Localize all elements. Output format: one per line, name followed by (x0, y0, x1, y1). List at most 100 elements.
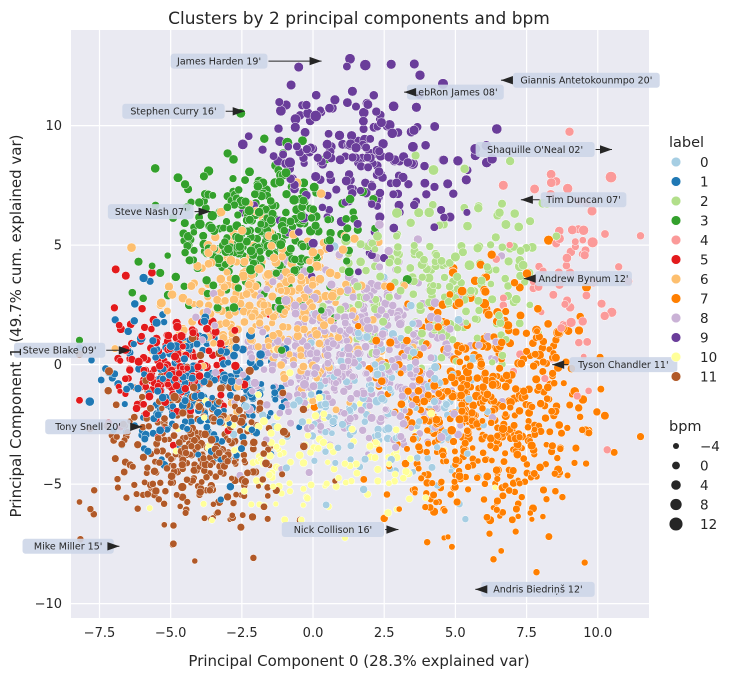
hue-legend-label: 0 (700, 155, 709, 171)
data-point (508, 515, 517, 524)
data-point (449, 437, 458, 446)
data-point (311, 90, 322, 101)
data-point (493, 496, 502, 506)
data-point (231, 343, 241, 352)
data-point (482, 472, 492, 481)
data-point (393, 265, 402, 275)
data-point (230, 414, 239, 423)
data-point (557, 429, 566, 438)
data-point (548, 441, 557, 450)
data-point (235, 377, 243, 386)
data-point (425, 242, 435, 251)
data-point (530, 469, 539, 478)
data-point (259, 133, 270, 144)
data-point (385, 282, 396, 292)
data-point (151, 486, 161, 496)
data-point (259, 416, 269, 426)
data-point (140, 434, 149, 443)
data-point (373, 477, 382, 485)
data-point (133, 490, 141, 498)
data-point (392, 425, 401, 434)
data-point (216, 391, 225, 400)
data-point (415, 301, 425, 311)
hue-legend-label: 9 (700, 331, 709, 347)
data-point (366, 413, 377, 423)
data-point (500, 274, 510, 283)
data-point (148, 261, 157, 270)
data-point (564, 126, 575, 137)
data-point (578, 225, 589, 236)
data-point (486, 441, 495, 450)
data-point (286, 244, 296, 254)
data-point (210, 321, 219, 330)
hue-legend-title: label (669, 135, 704, 151)
data-point (275, 239, 286, 250)
data-point (265, 342, 273, 350)
data-point (154, 410, 163, 419)
data-point (331, 184, 341, 195)
data-point (220, 296, 230, 306)
hue-legend-marker (670, 176, 682, 187)
data-point (444, 533, 452, 541)
data-point (341, 233, 351, 243)
data-point (130, 340, 138, 348)
hue-legend-label: 5 (700, 253, 709, 269)
annotation-label: Tim Duncan 07' (545, 195, 621, 206)
data-point (111, 264, 121, 274)
data-point (247, 353, 256, 362)
x-tick-label: 2.5 (374, 626, 395, 641)
data-point (76, 498, 83, 506)
data-point (297, 272, 305, 281)
data-point (401, 407, 409, 415)
data-point (233, 210, 242, 220)
data-point (391, 177, 402, 188)
data-point (97, 376, 106, 384)
data-point (190, 228, 198, 237)
data-point (429, 182, 440, 192)
data-point (270, 388, 279, 397)
data-point (391, 470, 399, 479)
data-point (501, 382, 511, 392)
data-point (505, 241, 514, 249)
data-point (215, 339, 226, 349)
data-point (85, 396, 95, 407)
data-point (445, 324, 455, 334)
data-point (146, 504, 154, 512)
data-point (137, 304, 147, 313)
data-point (230, 274, 241, 284)
data-point (360, 455, 370, 464)
data-point (390, 409, 398, 417)
data-point (536, 399, 545, 408)
data-point (396, 286, 406, 296)
data-point (463, 354, 471, 362)
data-point (346, 394, 355, 403)
size-legend-marker (672, 461, 680, 470)
data-point (375, 188, 385, 198)
data-point (194, 443, 202, 451)
data-point (338, 351, 346, 358)
data-point (268, 277, 278, 286)
data-point (298, 362, 308, 372)
annotation-label: Tyson Chandler 11' (577, 360, 668, 371)
data-point (359, 485, 368, 494)
data-point (433, 322, 443, 332)
data-point (259, 300, 269, 310)
size-legend-label: 4 (700, 478, 709, 494)
data-point (369, 90, 379, 101)
data-point (479, 448, 487, 457)
data-point (514, 513, 522, 520)
data-point (374, 146, 384, 156)
data-point (377, 414, 385, 423)
data-point (539, 513, 547, 520)
data-point (436, 205, 446, 215)
data-point (456, 390, 466, 400)
data-point (228, 154, 239, 165)
data-point (442, 400, 451, 409)
data-point (139, 400, 148, 409)
data-point (464, 463, 472, 471)
data-point (358, 116, 369, 127)
hue-legend-label: 11 (700, 370, 717, 386)
data-point (303, 494, 312, 503)
data-point (322, 500, 331, 509)
hue-legend-marker (670, 156, 682, 168)
